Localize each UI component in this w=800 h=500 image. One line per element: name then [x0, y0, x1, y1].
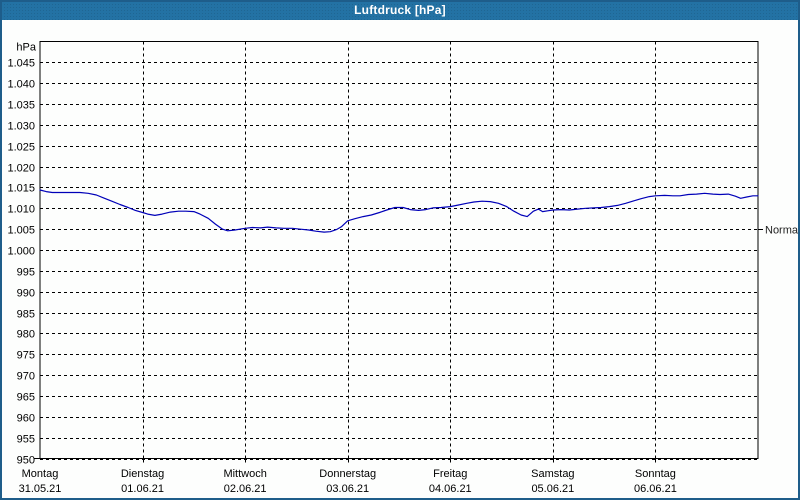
y-tick-label: 965	[17, 392, 35, 404]
x-day-label: Freitag	[433, 468, 467, 480]
title-bar: Luftdruck [hPa]	[0, 0, 800, 20]
pressure-line	[39, 189, 759, 233]
x-day-label: Donnerstag	[319, 468, 376, 480]
y-tick-label: 970	[17, 371, 35, 383]
normal-label: Normal	[765, 225, 800, 237]
y-tick-label: 1.000	[7, 246, 35, 258]
x-day-label: Montag	[22, 468, 59, 480]
x-date-label: 02.06.21	[224, 483, 267, 495]
y-tick-label: 1.030	[7, 121, 35, 133]
y-tick-label: 1.005	[7, 225, 35, 237]
y-tick-label: 995	[17, 267, 35, 279]
y-tick-label: 950	[17, 455, 35, 467]
y-tick-label: 1.040	[7, 79, 35, 91]
x-date-label: 04.06.21	[429, 483, 472, 495]
chart-title: Luftdruck [hPa]	[354, 3, 446, 17]
y-tick-label: 990	[17, 288, 35, 300]
x-date-label: 01.06.21	[121, 483, 164, 495]
x-date-label: 03.06.21	[326, 483, 369, 495]
x-day-label: Samstag	[531, 468, 574, 480]
y-tick-label: 1.020	[7, 163, 35, 175]
y-tick-label: 985	[17, 309, 35, 321]
x-day-label: Mittwoch	[223, 468, 266, 480]
x-date-label: 06.06.21	[634, 483, 677, 495]
y-tick-label: 980	[17, 329, 35, 341]
plot-border	[39, 41, 759, 459]
y-axis-unit-label: hPa	[16, 42, 36, 54]
x-day-label: Sonntag	[635, 468, 676, 480]
y-tick-label: 1.035	[7, 100, 35, 112]
y-tick-label: 955	[17, 434, 35, 446]
y-tick-label: 1.015	[7, 183, 35, 195]
y-tick-label: 960	[17, 413, 35, 425]
y-tick-label: 1.025	[7, 142, 35, 154]
x-date-label: 05.06.21	[531, 483, 574, 495]
x-day-label: Dienstag	[121, 468, 164, 480]
x-date-label: 31.05.21	[19, 483, 62, 495]
y-tick-label: 1.010	[7, 204, 35, 216]
y-tick-label: 975	[17, 350, 35, 362]
y-tick-label: 1.045	[7, 58, 35, 70]
